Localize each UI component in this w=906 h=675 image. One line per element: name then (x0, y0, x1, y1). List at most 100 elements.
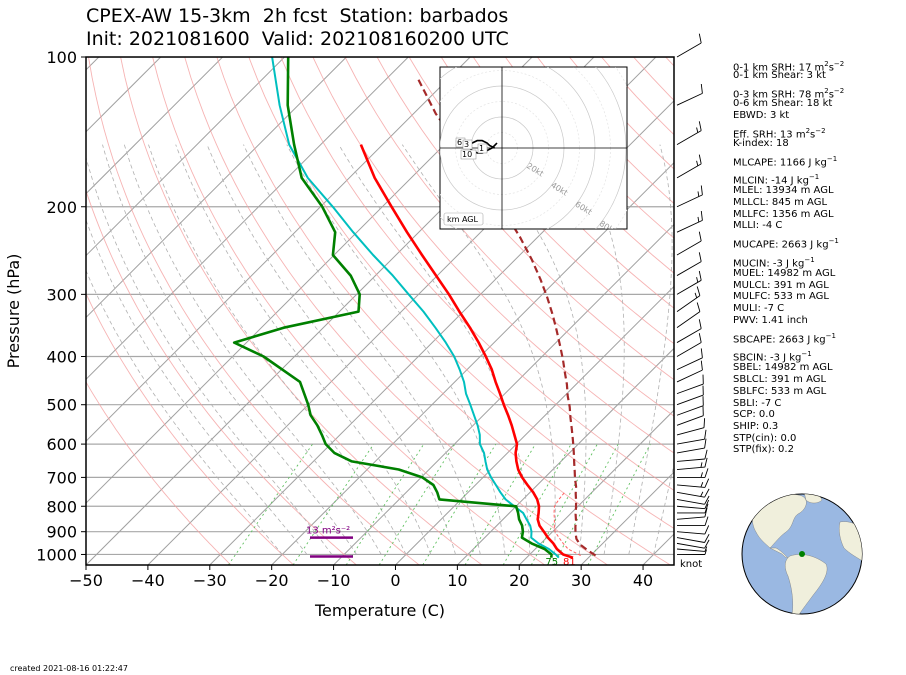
station-marker (799, 551, 805, 557)
index-text: SCP: 0.0 (733, 409, 775, 420)
wind-barb (676, 33, 702, 58)
series-dewpoint-line (232, 57, 553, 558)
index-sup: −2 (833, 87, 845, 95)
surface-dewpoint-label: 75 (545, 557, 558, 568)
index-text: 0-6 km Shear: 18 kt (733, 98, 833, 109)
index-sup: −1 (801, 350, 812, 358)
x-tick-label: −10 (317, 571, 351, 590)
isotherm (580, 471, 674, 565)
isotherm (518, 409, 674, 565)
background-lines (86, 57, 674, 565)
index-esrh: Eff. SRH: 13 m2s−2 (733, 125, 826, 141)
index-sup: −2 (833, 60, 845, 68)
isotherm (209, 100, 674, 565)
index-sbcape: SBCAPE: 2663 J kg−1 (733, 330, 836, 346)
isotherm (86, 57, 471, 442)
wind-barb (676, 319, 702, 343)
wind-barb (676, 210, 703, 233)
profiles (232, 57, 597, 559)
index-sblcl: SBLCL: 391 m AGL (733, 374, 826, 386)
index-mulfc: MULFC: 533 m AGL (733, 291, 829, 303)
index-sup: 2 (824, 60, 829, 68)
isotherm (457, 347, 674, 565)
x-tick-label: 0 (390, 571, 400, 590)
wind-barb (676, 406, 704, 426)
index-mlcin: MLCIN: -14 J kg−1 (733, 171, 819, 187)
index-muel: MUEL: 14982 m AGL (733, 268, 835, 280)
wind-barb (676, 333, 702, 357)
index-text: 0-3 km SRH: 78 m (733, 89, 825, 101)
index-text: SBLFC: 533 m AGL (733, 386, 827, 397)
index-sbli: SBLI: -7 C (733, 398, 781, 410)
mixing-ratio-line (345, 443, 425, 565)
index-text: SBLCL: 391 m AGL (733, 374, 827, 385)
srh-annotation: 13 m²s⁻² (306, 526, 350, 537)
x-tick-label: 40 (633, 571, 653, 590)
index-mucape: MUCAPE: 2663 J kg−1 (733, 235, 839, 251)
dry-adiabat (280, 57, 674, 491)
moist-adiabat (86, 269, 283, 555)
south-america-land (785, 554, 828, 614)
isotherm (395, 285, 674, 565)
inset-globe-map (741, 493, 863, 615)
north-america-land (752, 494, 807, 549)
dry-adiabat (88, 57, 420, 565)
index-sup: −1 (808, 173, 820, 181)
hodograph-height-label: 6 (457, 138, 462, 147)
dry-adiabat (248, 57, 674, 530)
index-mlel: MLEL: 13934 m AGL (733, 185, 834, 197)
wind-barb (676, 449, 708, 462)
index-srh3: 0-3 km SRH: 78 m2s−2 (733, 85, 844, 101)
hodograph-height-label: 1 (479, 144, 484, 153)
index-text: MLCAPE: 1166 J kg (733, 157, 827, 169)
wind-barb (676, 360, 703, 383)
moist-adiabat (86, 156, 333, 555)
hodograph-height-label: 3 (464, 140, 469, 149)
index-unit: s (828, 62, 834, 74)
dry-adiabat (86, 292, 295, 565)
mixing-ratio-line (378, 443, 456, 565)
index-sbcin: SBCIN: -3 J kg−1 (733, 348, 812, 364)
wind-barb (676, 286, 701, 313)
index-text: SHIP: 0.3 (733, 421, 779, 432)
index-text: STP(fix): 0.2 (733, 444, 794, 455)
x-tick-label: −50 (69, 571, 103, 590)
surface-temperature-label: 81 (563, 557, 576, 568)
wind-barb (676, 495, 710, 505)
index-sup: −1 (828, 237, 839, 245)
wind-barb (676, 478, 710, 488)
moist-adiabat (148, 144, 407, 555)
dry-adiabat (408, 57, 674, 345)
dry-adiabat (312, 57, 674, 454)
created-timestamp: created 2021-08-16 01:22:47 (10, 664, 128, 673)
y-tick-label: 400 (46, 348, 77, 367)
dry-adiabat (152, 57, 545, 565)
hodograph-height-label: 10 (462, 150, 472, 159)
index-text: STP(cin): 0.0 (733, 433, 797, 444)
index-text: MLEL: 13934 m AGL (733, 185, 834, 196)
index-text: MUEL: 14982 m AGL (733, 268, 836, 279)
dry-adiabat (216, 57, 671, 565)
index-text: SBEL: 14982 m AGL (733, 362, 833, 373)
index-mllfc: MLLFC: 1356 m AGL (733, 209, 834, 221)
index-sup: 2 (824, 87, 829, 95)
wind-barb (676, 385, 704, 406)
index-mllcl: MLLCL: 845 m AGL (733, 197, 827, 209)
y-tick-label: 100 (46, 48, 77, 67)
y-tick-label: 500 (46, 396, 77, 415)
x-tick-label: 20 (509, 571, 529, 590)
index-stpcin: STP(cin): 0.0 (733, 433, 796, 445)
index-mlli: MLLI: -4 C (733, 220, 782, 232)
index-stpfix: STP(fix): 0.2 (733, 444, 794, 456)
moist-adiabat (653, 462, 674, 555)
isotherm (86, 57, 223, 195)
hodograph-footer: km AGL (447, 215, 479, 224)
moist-adiabat (628, 144, 673, 555)
x-tick-label: −40 (131, 571, 165, 590)
wind-barb (676, 418, 706, 436)
y-tick-label: 900 (46, 523, 77, 542)
moist-adiabat (102, 144, 357, 555)
index-muli: MULI: -7 C (733, 303, 784, 315)
